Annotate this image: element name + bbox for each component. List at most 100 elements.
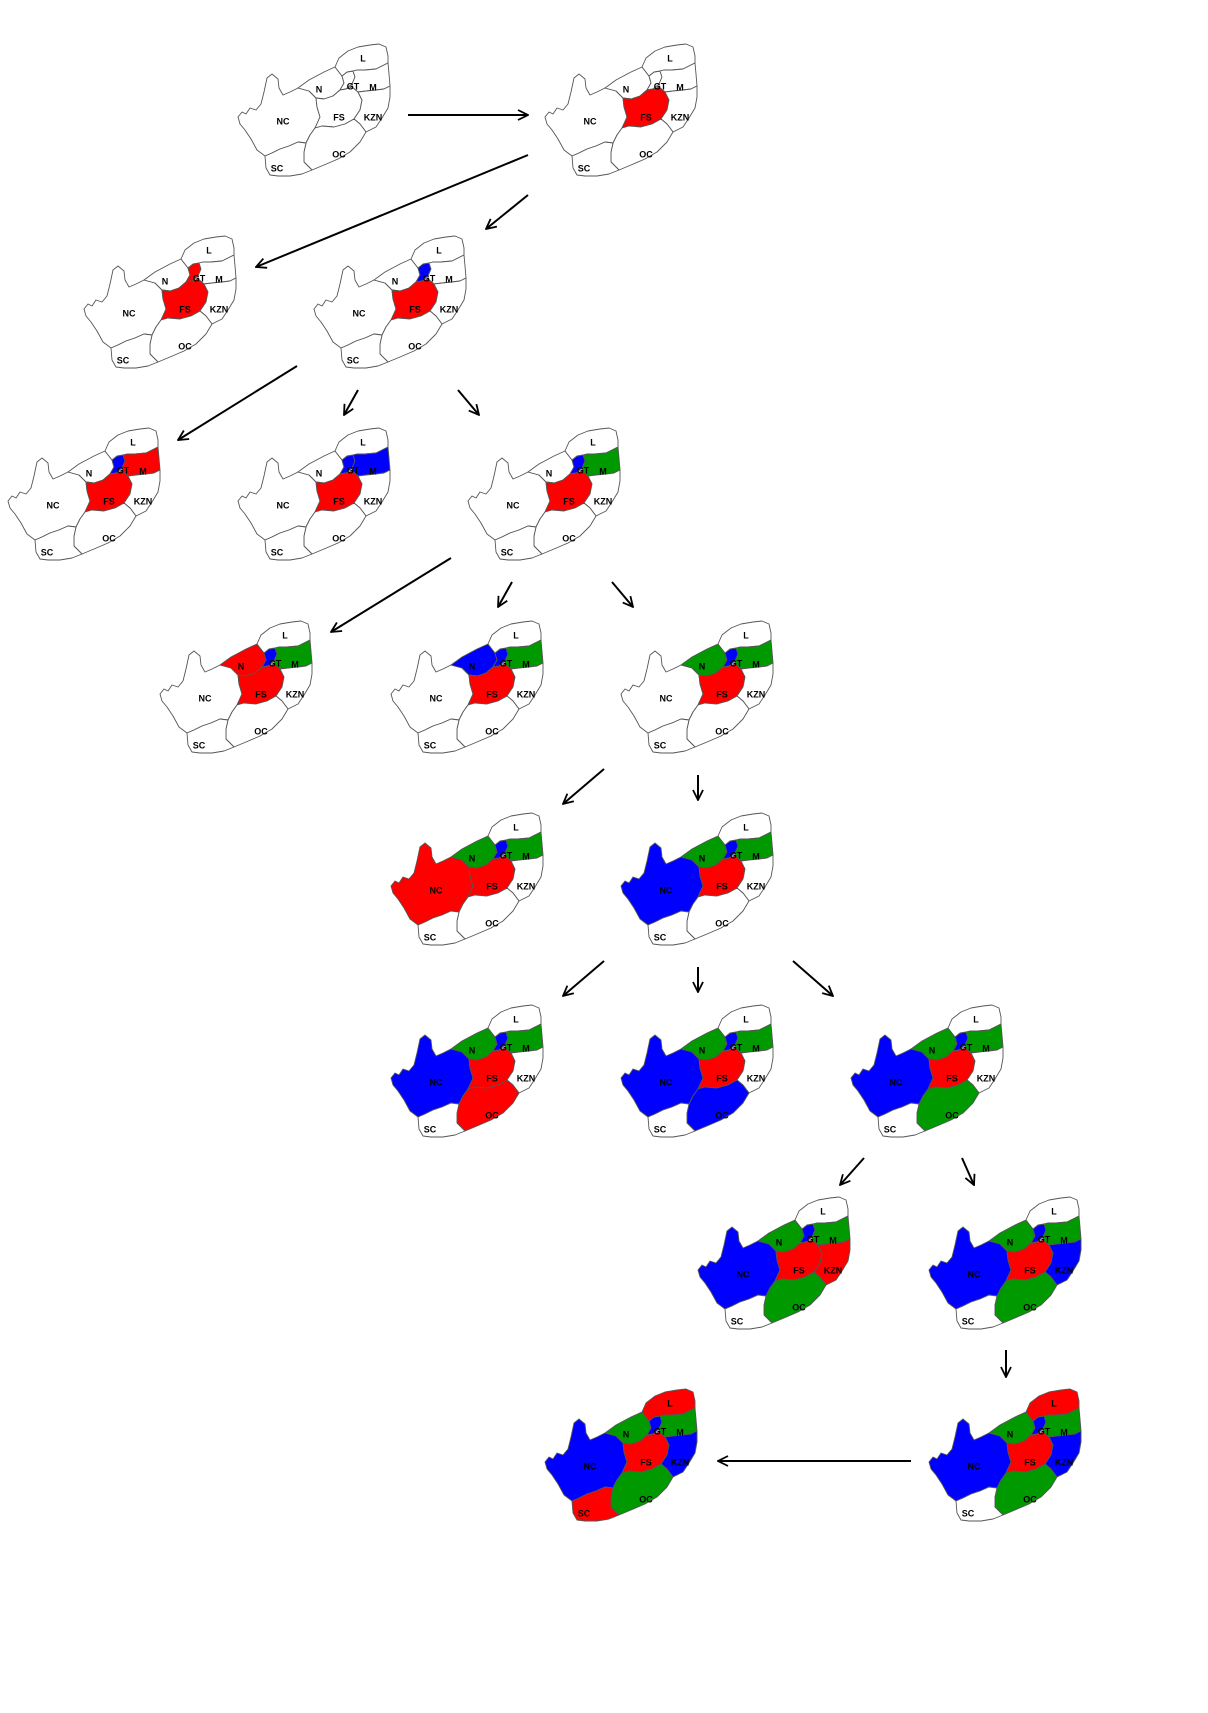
label-n: N (546, 468, 553, 478)
label-l: L (513, 1014, 519, 1024)
label-m: M (522, 851, 530, 861)
label-l: L (436, 245, 442, 255)
label-kzn: KZN (517, 881, 536, 891)
label-oc: OC (254, 726, 268, 736)
map-node-s4a: NC N GT L M FS KZN OC SC (159, 620, 313, 754)
label-kzn: KZN (364, 112, 383, 122)
label-l: L (973, 1014, 979, 1024)
region-kzn (1044, 1238, 1082, 1286)
label-n: N (1007, 1429, 1014, 1439)
label-sc: SC (501, 547, 514, 557)
label-sc: SC (884, 1124, 897, 1134)
label-fs: FS (103, 496, 115, 506)
label-oc: OC (102, 533, 116, 543)
label-fs: FS (716, 881, 728, 891)
arrow-s4c-to-s5a (563, 768, 605, 804)
label-nc: NC (199, 693, 212, 703)
label-sc: SC (271, 163, 284, 173)
label-sc: SC (962, 1508, 975, 1518)
label-gt: GT (500, 658, 513, 668)
arrow-s5b-to-s6a (563, 960, 605, 996)
label-oc: OC (1023, 1302, 1037, 1312)
map-node-s1: NC N GT L M FS KZN OC SC (544, 43, 698, 177)
label-l: L (1051, 1398, 1057, 1408)
region-sc (340, 333, 389, 369)
region-sc (34, 525, 83, 561)
label-fs: FS (946, 1073, 958, 1083)
map-node-s0: NC N GT L M FS KZN OC SC (237, 43, 391, 177)
label-fs: FS (563, 496, 575, 506)
label-n: N (316, 84, 323, 94)
label-m: M (752, 851, 760, 861)
arrow-s5b-to-s6c (792, 960, 833, 996)
label-oc: OC (792, 1302, 806, 1312)
label-gt: GT (577, 465, 590, 475)
arrow-s1-to-s2b (486, 194, 529, 229)
region-kzn (275, 662, 313, 710)
label-n: N (238, 661, 245, 671)
label-nc: NC (584, 116, 597, 126)
region-sc (264, 525, 313, 561)
label-n: N (929, 1045, 936, 1055)
label-nc: NC (47, 500, 60, 510)
arrow-s2b-to-s3c (457, 389, 479, 415)
label-nc: NC (737, 1269, 750, 1279)
label-fs: FS (1024, 1457, 1036, 1467)
label-n: N (623, 84, 630, 94)
label-gt: GT (730, 850, 743, 860)
map-node-s3c: NC N GT L M FS KZN OC SC (467, 427, 621, 561)
label-n: N (162, 276, 169, 286)
region-kzn (736, 854, 774, 902)
label-fs: FS (640, 1457, 652, 1467)
label-n: N (623, 1429, 630, 1439)
arrow-s3c-to-s4c (611, 581, 633, 607)
region-kzn (966, 1046, 1004, 1094)
label-m: M (522, 659, 530, 669)
arrow-s3c-to-s4b (498, 581, 513, 607)
map-node-s6a: NC N GT L M FS KZN OC SC (390, 1004, 544, 1138)
region-sc (110, 333, 159, 369)
label-gt: GT (730, 1042, 743, 1052)
label-kzn: KZN (747, 689, 766, 699)
label-m: M (599, 466, 607, 476)
label-m: M (291, 659, 299, 669)
label-kzn: KZN (671, 112, 690, 122)
region-kzn (1044, 1430, 1082, 1478)
region-sc (494, 525, 543, 561)
label-gt: GT (654, 81, 667, 91)
label-gt: GT (1038, 1234, 1051, 1244)
label-oc: OC (945, 1110, 959, 1120)
label-sc: SC (424, 932, 437, 942)
label-nc: NC (890, 1077, 903, 1087)
region-sc (417, 910, 466, 946)
label-nc: NC (430, 1077, 443, 1087)
label-kzn: KZN (1055, 1265, 1074, 1275)
label-sc: SC (962, 1316, 975, 1326)
label-gt: GT (269, 658, 282, 668)
region-sc (647, 910, 696, 946)
label-oc: OC (485, 1110, 499, 1120)
label-n: N (699, 853, 706, 863)
label-l: L (667, 1398, 673, 1408)
region-sc (955, 1294, 1004, 1330)
label-nc: NC (123, 308, 136, 318)
map-node-s3b: NC N GT L M FS KZN OC SC (237, 427, 391, 561)
label-fs: FS (1024, 1265, 1036, 1275)
region-kzn (583, 469, 621, 517)
label-fs: FS (486, 1073, 498, 1083)
label-oc: OC (562, 533, 576, 543)
region-sc (724, 1294, 773, 1330)
label-m: M (1060, 1427, 1068, 1437)
region-kzn (353, 85, 391, 133)
label-kzn: KZN (517, 1073, 536, 1083)
label-m: M (1060, 1235, 1068, 1245)
label-n: N (776, 1237, 783, 1247)
label-kzn: KZN (210, 304, 229, 314)
label-gt: GT (807, 1234, 820, 1244)
label-m: M (369, 466, 377, 476)
label-sc: SC (271, 547, 284, 557)
label-fs: FS (716, 1073, 728, 1083)
label-oc: OC (715, 1110, 729, 1120)
label-m: M (676, 1427, 684, 1437)
label-oc: OC (1023, 1494, 1037, 1504)
